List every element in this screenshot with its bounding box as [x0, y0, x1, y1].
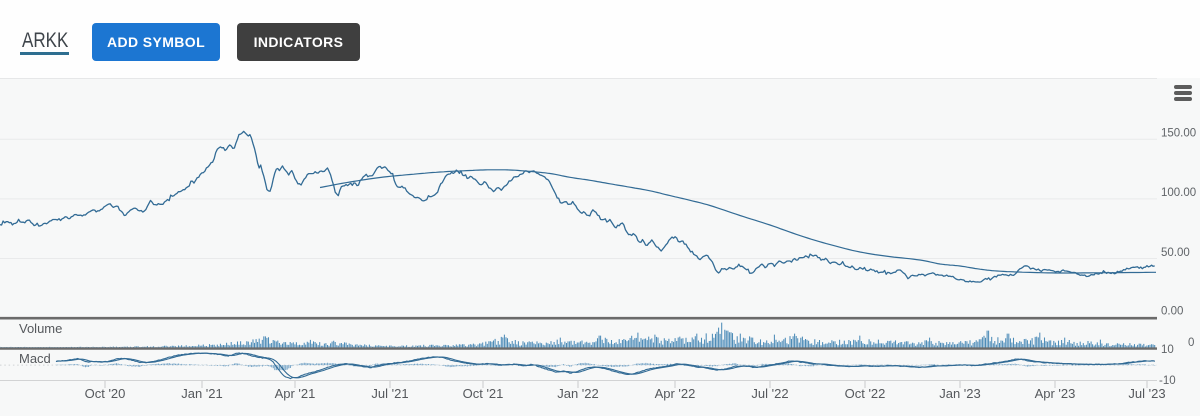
svg-text:Jan '22: Jan '22	[557, 386, 599, 401]
svg-text:-10: -10	[1159, 375, 1176, 387]
svg-text:Macd: Macd	[19, 351, 51, 366]
svg-text:Oct '21: Oct '21	[463, 386, 504, 401]
svg-text:Apr '21: Apr '21	[275, 386, 316, 401]
svg-text:Jul '22: Jul '22	[751, 386, 788, 401]
svg-text:150.00: 150.00	[1161, 128, 1196, 140]
svg-text:10: 10	[1161, 344, 1174, 356]
svg-text:100.00: 100.00	[1161, 187, 1196, 199]
svg-text:Apr '22: Apr '22	[655, 386, 696, 401]
svg-text:Oct '20: Oct '20	[85, 386, 126, 401]
svg-text:50.00: 50.00	[1161, 247, 1190, 259]
svg-text:Jul '23: Jul '23	[1128, 386, 1165, 401]
svg-text:Jan '21: Jan '21	[181, 386, 223, 401]
svg-text:Oct '22: Oct '22	[845, 386, 886, 401]
svg-text:Jan '23: Jan '23	[939, 386, 981, 401]
svg-text:Jul '21: Jul '21	[371, 386, 408, 401]
svg-text:0.00: 0.00	[1161, 305, 1183, 317]
svg-text:Volume: Volume	[19, 321, 62, 336]
svg-text:Apr '23: Apr '23	[1035, 386, 1076, 401]
svg-text:0: 0	[1188, 337, 1194, 349]
